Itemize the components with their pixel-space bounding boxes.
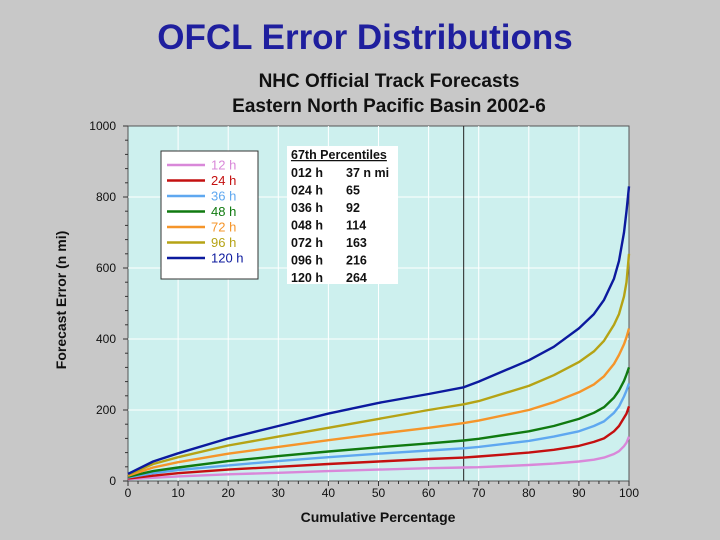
x-tick-label: 70: [472, 486, 486, 500]
x-tick-label: 50: [372, 486, 386, 500]
percentile-value: 216: [346, 254, 367, 268]
percentile-lead-time: 036 h: [291, 201, 323, 215]
legend-label: 96 h: [211, 235, 236, 250]
series-line-120h: [127, 186, 631, 475]
percentile-value: 114: [346, 219, 366, 233]
percentile-value: 163: [346, 236, 367, 250]
series-line-12h: [127, 436, 631, 481]
x-tick-label: 60: [422, 486, 436, 500]
series-line-48h: [127, 367, 631, 478]
x-tick-label: 90: [572, 486, 586, 500]
percentile-table: 67th Percentiles 012 h 37 n mi 024 h 65 036 …: [287, 146, 398, 285]
x-tick-label: 20: [222, 486, 236, 500]
legend-label: 120 h: [211, 251, 244, 266]
x-tick-label: 30: [272, 486, 286, 500]
percentile-lead-time: 048 h: [291, 219, 323, 233]
y-tick-label: 0: [109, 474, 116, 488]
y-tick-labels: 0 200 400 600 800 1000: [89, 119, 116, 488]
y-tick-label: 200: [96, 403, 116, 417]
y-tick-label: 1000: [89, 119, 116, 133]
percentile-lead-time: 012 h: [291, 166, 323, 180]
x-axis-label: Cumulative Percentage: [301, 509, 456, 525]
legend-label: 36 h: [211, 189, 236, 204]
x-tick-label: 80: [522, 486, 536, 500]
y-tick-label: 800: [96, 190, 116, 204]
percentile-lead-time: 024 h: [291, 184, 323, 198]
percentile-table-header: 67th Percentiles: [291, 148, 387, 162]
legend-label: 72 h: [211, 220, 236, 235]
percentile-lead-time: 072 h: [291, 236, 323, 250]
legend-label: 48 h: [211, 204, 236, 219]
percentile-table-box: [287, 146, 398, 284]
x-tick-label: 10: [171, 486, 185, 500]
x-tick-label: 0: [125, 486, 132, 500]
legend-label: 24 h: [211, 173, 236, 188]
series-line-72h: [127, 328, 631, 477]
series-line-36h: [127, 383, 631, 479]
grid-lines: [128, 126, 629, 481]
y-tick-label: 600: [96, 261, 116, 275]
y-tick-label: 400: [96, 332, 116, 346]
series-line-96h: [127, 253, 631, 476]
y-axis-label: Forecast Error (n mi): [53, 231, 69, 369]
percentile-value: 65: [346, 184, 360, 198]
x-tick-labels: 0 10 20 30 40 50 60 70 80 90 100: [125, 486, 640, 500]
percentile-lead-time: 096 h: [291, 254, 323, 268]
chart-subtitle: Eastern North Pacific Basin 2002-6: [232, 96, 546, 117]
legend-label: 12 h: [211, 158, 236, 173]
percentile-value: 92: [346, 201, 360, 215]
series-line-24h: [127, 406, 631, 480]
series-lines: [127, 186, 631, 481]
percentile-value: 37 n mi: [346, 166, 389, 180]
percentile-lead-time: 120 h: [291, 271, 323, 285]
slide-title: OFCL Error Distributions: [157, 18, 573, 57]
minor-ticks: [123, 125, 630, 486]
x-tick-label: 100: [619, 486, 639, 500]
x-tick-label: 40: [322, 486, 336, 500]
percentile-value: 264: [346, 271, 367, 285]
chart-title: NHC Official Track Forecasts: [259, 71, 520, 92]
